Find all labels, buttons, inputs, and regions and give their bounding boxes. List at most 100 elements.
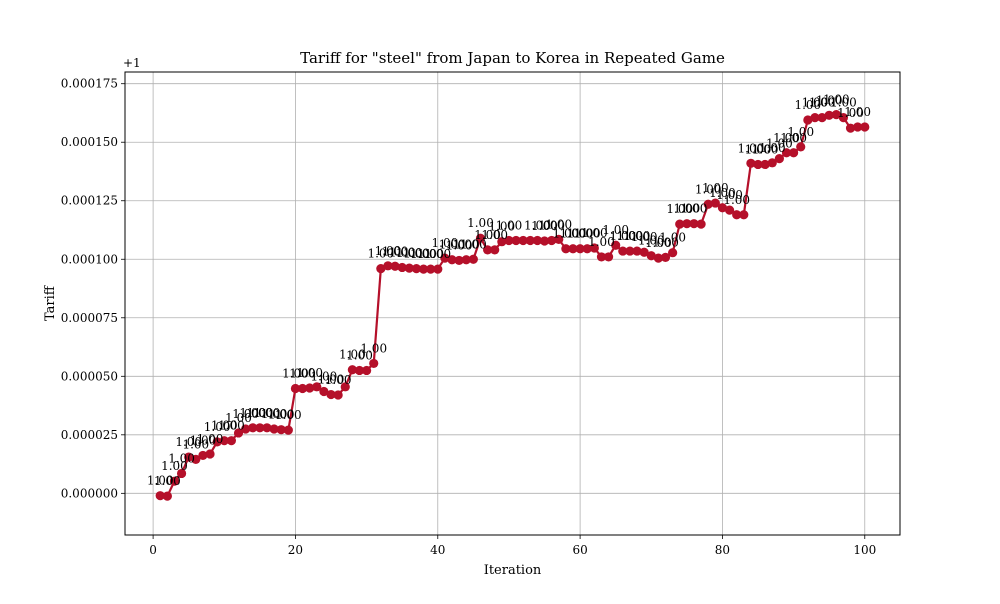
data-point [781,148,792,158]
data-point [297,383,308,394]
data-label: 1.00 [261,407,288,421]
data-label: 1.00 [666,202,693,216]
data-label: 1.00 [816,93,843,107]
data-point [241,424,251,434]
data-label: 1.00 [325,373,352,387]
y-tick-label: 0.000000 [61,486,118,500]
data-point [746,158,756,168]
data-point [390,261,400,271]
chart-title: Tariff for "steel" from Japan to Korea i… [300,49,725,67]
data-point [596,252,607,262]
data-label: 1.00 [432,236,459,250]
data-label: 1.00 [738,141,765,155]
data-point [404,263,414,273]
data-point [817,113,827,123]
data-point [632,246,642,256]
y-tick-label: 0.000025 [61,428,118,442]
y-axis-offset-label: +1 [123,56,141,70]
data-label-layer: 1.001.001.001.001.001.001.001.001.001.00… [147,93,871,489]
data-point [618,246,628,256]
data-label: 1.00 [524,219,551,233]
data-label: 1.00 [403,247,430,261]
data-point [497,237,507,247]
y-tick-label: 0.000100 [61,252,118,266]
data-point [525,235,535,246]
data-point [362,365,372,376]
data-label: 1.00 [588,235,615,249]
x-axis: 0 20 40 60 80 100 [149,535,876,557]
data-label: 1.00 [311,370,338,384]
data-point [426,264,436,274]
data-point [475,233,486,243]
data-label: 1.00 [617,229,644,243]
data-label: 1.00 [531,219,558,233]
data-label: 1.00 [289,366,316,380]
data-label: 1.00 [375,244,402,258]
y-tick-label: 0.000175 [61,77,118,91]
data-point [511,235,521,246]
data-label: 1.00 [182,437,209,451]
data-label: 1.00 [837,106,864,120]
data-label: 1.00 [161,459,188,473]
data-label: 1.00 [190,433,217,447]
data-point [532,235,543,246]
data-point [568,244,578,254]
data-label: 1.00 [225,411,252,425]
data-point [440,253,450,263]
data-label: 1.00 [239,406,266,420]
data-point [803,115,813,125]
data-label: 1.00 [723,193,750,207]
grid [125,72,900,535]
data-label: 1.00 [439,238,466,252]
data-point [554,234,564,244]
data-label: 1.00 [496,219,523,233]
data-point [810,113,820,123]
data-label: 1.00 [609,229,636,243]
data-label: 1.00 [453,238,480,252]
data-label: 1.00 [602,223,629,237]
data-label: 1.00 [709,186,736,200]
data-label: 1.00 [716,188,743,202]
data-point [482,245,493,255]
data-label: 1.00 [695,182,722,196]
data-point [575,244,585,254]
data-label: 1.00 [745,142,772,156]
data-point [724,205,735,215]
data-label: 1.00 [474,228,501,242]
data-label: 1.00 [538,219,565,233]
data-point [504,235,514,246]
data-label: 1.00 [232,407,259,421]
data-label: 1.00 [197,432,224,446]
data-label: 1.00 [467,216,494,230]
data-point [347,365,357,375]
data-point [603,252,614,262]
data-label: 1.00 [787,125,814,139]
data-label: 1.00 [389,245,416,259]
data-point [774,154,784,164]
data-label: 1.00 [780,131,807,145]
data-point [319,386,329,397]
data-point [796,142,806,152]
data-point [255,423,265,433]
data-label: 1.00 [296,366,323,380]
data-point [689,219,699,229]
data-label: 1.00 [360,341,387,355]
data-label: 1.00 [275,408,302,422]
data-point [845,123,856,133]
data-point [696,219,706,229]
data-label: 1.00 [424,247,451,261]
data-point [447,255,457,265]
data-point [326,389,336,400]
data-label: 1.00 [488,220,515,234]
data-label: 1.00 [367,247,394,261]
data-point [397,262,407,273]
data-label: 1.00 [631,230,658,244]
data-point [340,382,350,392]
data-point [717,203,728,213]
data-label: 1.00 [410,247,437,261]
data-label: 1.00 [417,247,444,261]
data-label: 1.00 [560,227,587,241]
data-label: 1.00 [553,227,580,241]
data-label: 1.00 [247,406,274,420]
